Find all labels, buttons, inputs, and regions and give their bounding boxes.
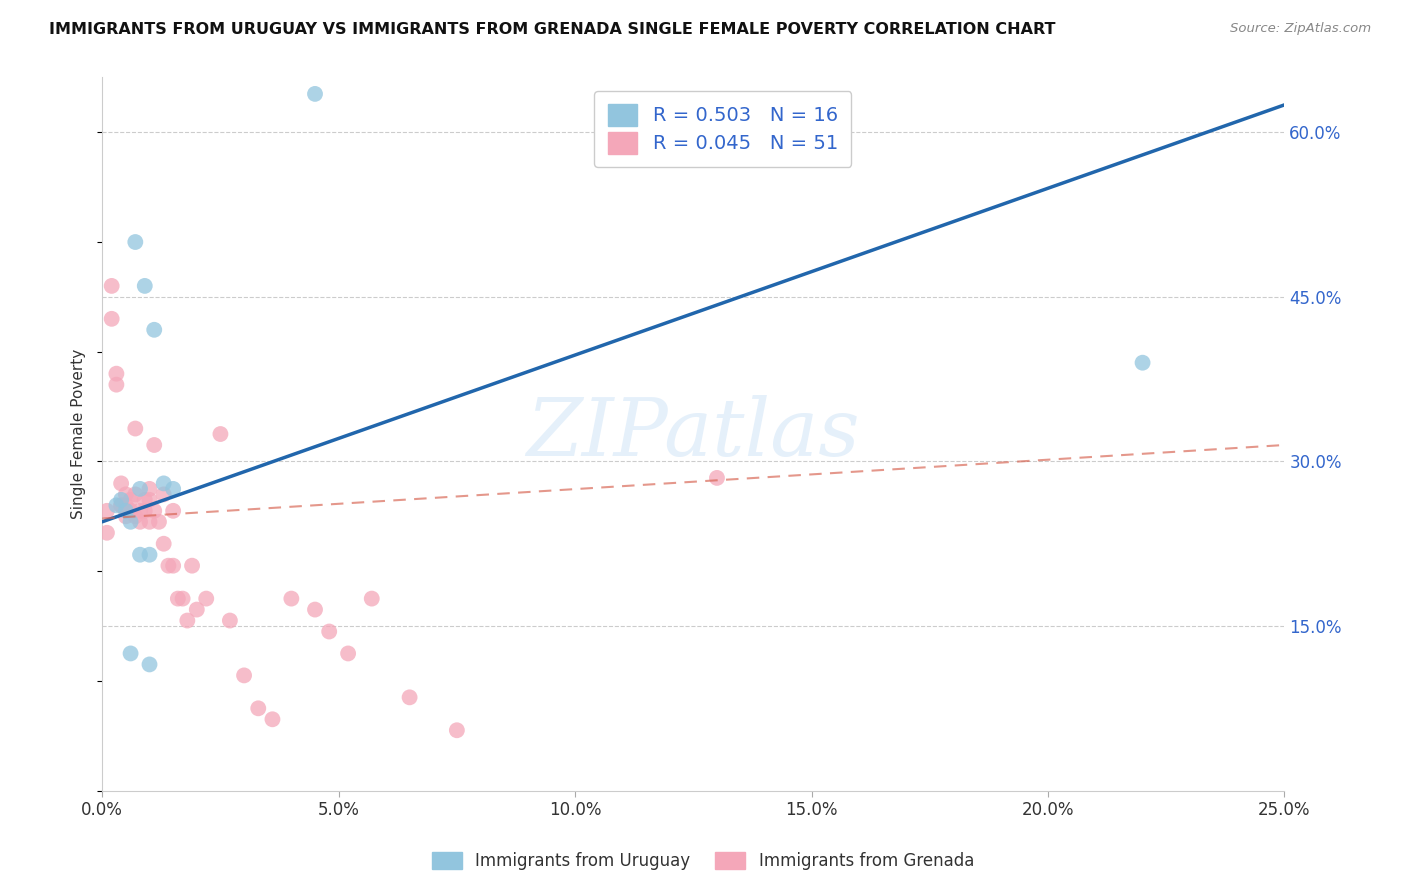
Point [110, 499, 132, 513]
Point [105, 367, 128, 381]
Point [138, 548, 160, 562]
Point [105, 377, 128, 392]
Point [1132, 356, 1154, 370]
Legend: Immigrants from Uruguay, Immigrants from Grenada: Immigrants from Uruguay, Immigrants from… [425, 845, 981, 877]
Point [105, 499, 128, 513]
Point [110, 499, 132, 513]
Point [162, 504, 184, 518]
Legend: R = 0.503   N = 16, R = 0.045   N = 51: R = 0.503 N = 16, R = 0.045 N = 51 [595, 91, 852, 167]
Point [162, 558, 184, 573]
Point [134, 504, 156, 518]
Point [115, 487, 138, 501]
Point [120, 504, 142, 518]
Point [138, 492, 160, 507]
Point [129, 504, 152, 518]
Point [162, 482, 184, 496]
Text: IMMIGRANTS FROM URUGUAY VS IMMIGRANTS FROM GRENADA SINGLE FEMALE POVERTY CORRELA: IMMIGRANTS FROM URUGUAY VS IMMIGRANTS FR… [49, 22, 1056, 37]
Point [152, 487, 174, 501]
Point [247, 701, 270, 715]
Point [115, 509, 138, 524]
Point [100, 311, 122, 326]
Point [318, 624, 340, 639]
Point [134, 492, 156, 507]
Point [110, 492, 132, 507]
Point [115, 504, 138, 518]
Point [120, 492, 142, 507]
Point [152, 476, 174, 491]
Point [186, 602, 208, 616]
Point [138, 515, 160, 529]
Point [262, 712, 284, 726]
Point [280, 591, 302, 606]
Point [124, 509, 146, 524]
Point [138, 482, 160, 496]
Point [167, 591, 190, 606]
Point [195, 591, 218, 606]
Point [138, 657, 160, 672]
Point [143, 323, 166, 337]
Point [129, 548, 152, 562]
Point [398, 690, 420, 705]
Point [304, 87, 326, 101]
Point [157, 558, 180, 573]
Point [209, 427, 232, 442]
Point [360, 591, 382, 606]
Text: ZIPatlas: ZIPatlas [527, 395, 860, 473]
Point [100, 279, 122, 293]
Y-axis label: Single Female Poverty: Single Female Poverty [72, 349, 86, 519]
Point [176, 614, 198, 628]
Point [96, 504, 118, 518]
Point [129, 482, 152, 496]
Point [304, 602, 326, 616]
Point [446, 723, 468, 738]
Point [148, 515, 170, 529]
Point [152, 537, 174, 551]
Point [337, 647, 360, 661]
Point [219, 614, 242, 628]
Point [172, 591, 194, 606]
Point [96, 525, 118, 540]
Point [143, 504, 166, 518]
Point [115, 499, 138, 513]
Point [124, 421, 146, 435]
Point [120, 515, 142, 529]
Point [233, 668, 256, 682]
Point [124, 487, 146, 501]
Text: Source: ZipAtlas.com: Source: ZipAtlas.com [1230, 22, 1371, 36]
Point [129, 515, 152, 529]
Point [143, 438, 166, 452]
Point [181, 558, 204, 573]
Point [124, 235, 146, 249]
Point [706, 471, 728, 485]
Point [134, 279, 156, 293]
Point [120, 647, 142, 661]
Point [110, 476, 132, 491]
